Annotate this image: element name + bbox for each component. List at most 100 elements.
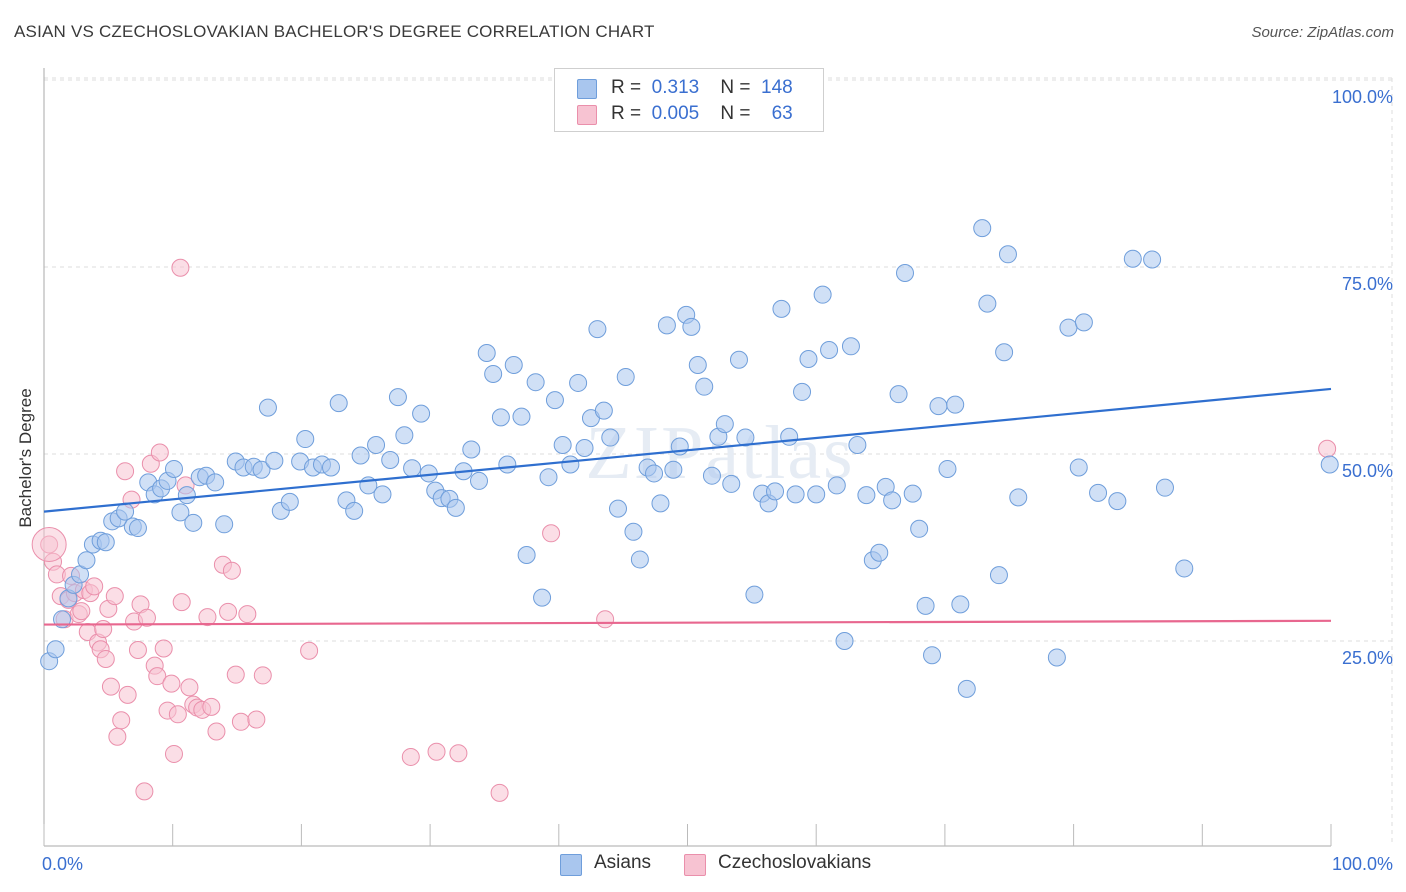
data-point [883, 491, 902, 510]
data-point [154, 639, 173, 658]
data-point [841, 337, 860, 356]
y-tick-label: 25.0% [1342, 648, 1393, 668]
data-point [1074, 313, 1093, 332]
data-point [657, 316, 676, 335]
trend-lines [43, 387, 1332, 626]
data-point [164, 744, 183, 763]
data-point [923, 646, 942, 665]
data-point [446, 498, 465, 517]
data-point [265, 451, 284, 470]
data-point [989, 566, 1008, 585]
data-point [553, 436, 572, 455]
data-point [596, 610, 615, 629]
data-point [1320, 455, 1339, 474]
data-point [449, 744, 468, 763]
data-point [253, 666, 272, 685]
data-point [367, 436, 386, 455]
y-tick-label: 100.0% [1332, 87, 1393, 107]
data-point [238, 605, 257, 624]
data-point [799, 350, 818, 369]
data-point [786, 485, 805, 504]
n-value: 63 [771, 103, 793, 124]
tick-labels: 25.0% 50.0% 75.0% 100.0% 0.0% 100.0% [42, 87, 1393, 874]
data-point [137, 608, 156, 627]
data-point [202, 697, 221, 716]
data-point [910, 519, 929, 538]
data-point [807, 485, 826, 504]
data-point [594, 401, 613, 420]
asians-trend-line [43, 387, 1332, 513]
data-point [1069, 458, 1088, 477]
asians-points [40, 219, 1339, 698]
data-point [135, 782, 154, 801]
data-point [329, 394, 348, 413]
data-point [682, 317, 701, 336]
data-point [381, 450, 400, 469]
data-point [645, 464, 664, 483]
data-point [198, 608, 217, 627]
data-point [729, 350, 748, 369]
data-point [1123, 249, 1142, 268]
data-point [1175, 559, 1194, 578]
data-point [401, 747, 420, 766]
data-point [569, 373, 588, 392]
source-note: Source: ZipAtlas.com [1251, 24, 1394, 41]
axes [43, 68, 1332, 847]
r-value: 0.005 [651, 103, 700, 124]
data-point [184, 513, 203, 532]
data-point [998, 245, 1017, 264]
data-point [96, 533, 115, 552]
data-point [171, 258, 190, 277]
data-point [575, 439, 594, 458]
chart-title: ASIAN VS CZECHOSLOVAKIAN BACHELOR'S DEGR… [14, 22, 655, 41]
legend-row-asians-text: R = 0.313 N = 148 [611, 77, 793, 99]
data-point [848, 436, 867, 455]
data-point [1155, 478, 1174, 497]
n-value: 148 [761, 77, 793, 98]
data-point [504, 355, 523, 374]
data-point [470, 471, 489, 490]
czechoslovakians-trend-line [43, 619, 1332, 626]
data-point [526, 373, 545, 392]
czechoslovakians-swatch [577, 105, 597, 125]
data-point [702, 466, 721, 485]
data-point [609, 499, 628, 518]
data-point [388, 388, 407, 407]
y-tick-label: 75.0% [1342, 274, 1393, 294]
data-point [215, 515, 234, 534]
data-point [412, 404, 431, 423]
data-point [1059, 318, 1078, 337]
data-point [1318, 439, 1337, 458]
data-point [1047, 648, 1066, 667]
r-label: R = [611, 77, 642, 98]
data-point [77, 551, 96, 570]
data-point [219, 602, 238, 621]
data-point [351, 446, 370, 465]
data-point [957, 679, 976, 698]
data-point [929, 397, 948, 416]
data-point [664, 460, 683, 479]
data-point [177, 486, 196, 505]
data-point [951, 595, 970, 614]
data-point [973, 219, 992, 238]
data-point [545, 391, 564, 410]
data-point [171, 503, 190, 522]
r-value: 0.313 [651, 77, 700, 98]
r-label: R = [611, 103, 642, 124]
data-point [116, 462, 135, 481]
data-point [164, 459, 183, 478]
data-point [651, 494, 670, 513]
x-tick-label-max: 100.0% [1332, 854, 1393, 874]
data-point [94, 620, 113, 639]
data-point [105, 587, 124, 606]
asians-legend-swatch [560, 854, 582, 876]
x-tick-label-min: 0.0% [42, 854, 83, 874]
data-point [172, 593, 191, 612]
data-point [745, 585, 764, 604]
n-label: N = [720, 77, 751, 98]
data-point [1089, 483, 1108, 502]
data-point [247, 710, 266, 729]
data-point [72, 602, 91, 621]
data-point-large [31, 527, 67, 563]
